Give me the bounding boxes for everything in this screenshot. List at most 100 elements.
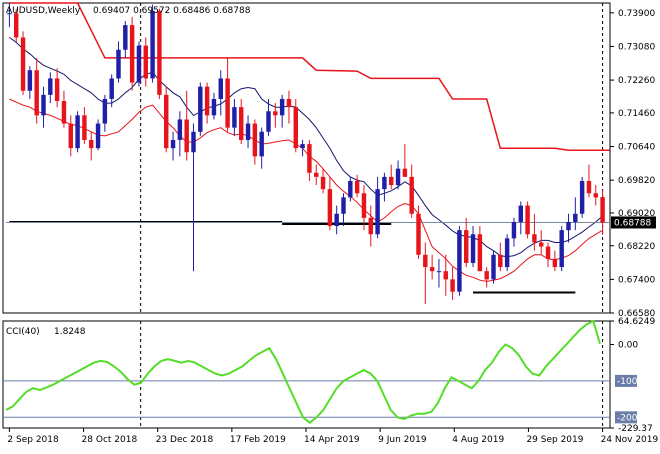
candle-body [443, 271, 448, 280]
candle-body [232, 107, 237, 128]
candle-body [423, 254, 428, 268]
cci-axis-label: -100 [617, 377, 638, 387]
candles [7, 3, 605, 304]
time-axis-label: 23 Dec 2018 [156, 435, 214, 445]
time-axis-label: 4 Aug 2019 [452, 435, 504, 445]
candle-body [123, 25, 128, 50]
candle-body [157, 10, 162, 95]
candle-body [409, 176, 414, 214]
candle-body [14, 13, 19, 38]
candle-body [266, 111, 271, 132]
candle-body [545, 246, 551, 259]
price-axis-label: 0.69820 [618, 176, 655, 186]
candle-body [41, 94, 46, 116]
candle-body [259, 131, 264, 157]
candle-body [20, 37, 26, 91]
ohlc-readout: 0.69407 0.69572 0.68486 0.68788 [93, 6, 251, 16]
time-axis-label: 14 Apr 2019 [304, 435, 360, 445]
candle-body [218, 78, 223, 99]
candle-body [286, 98, 292, 108]
current-price-label: 0.68788 [614, 218, 651, 228]
candle-body [477, 234, 483, 272]
candle-body [566, 221, 571, 231]
candle-body [150, 10, 155, 79]
candle-body [89, 139, 94, 149]
candle-body [54, 78, 60, 102]
candle-body [368, 217, 373, 235]
candle-body [525, 205, 530, 235]
cci-level-tag [615, 411, 637, 424]
price-axis-label: 0.69020 [618, 209, 655, 219]
candle-body [225, 78, 230, 128]
candle-body [116, 49, 121, 79]
price-axis-label: 0.73900 [618, 9, 655, 19]
candle-body [293, 107, 298, 149]
cci-axis-label: -200 [617, 413, 638, 423]
price-axis-label: 0.72260 [618, 76, 655, 86]
candle-body [129, 25, 135, 83]
price-axis-label: 0.73080 [618, 42, 655, 52]
candle-body [457, 230, 462, 292]
candle-body [511, 221, 517, 239]
candle-body [484, 271, 489, 280]
candle-body [27, 70, 33, 91]
candle-body [177, 119, 183, 140]
candle-body [593, 193, 598, 198]
candle-body [504, 238, 510, 268]
price-axis-label: 0.66580 [618, 309, 655, 319]
candle-body [361, 193, 367, 218]
candle-body [341, 197, 346, 214]
candle-body [429, 267, 435, 272]
candle-body [279, 98, 285, 116]
candle-body [382, 176, 387, 190]
candle-body [300, 144, 305, 149]
candle-body [7, 13, 12, 15]
candle-body [82, 115, 87, 140]
price-axis-label: 0.71460 [618, 109, 655, 119]
candle-body [48, 78, 53, 95]
moving-average-red [9, 98, 603, 282]
cci-axis-label: 0.00 [618, 341, 638, 351]
candle-body [211, 98, 217, 116]
candle-body [198, 86, 203, 132]
candle-body [143, 45, 148, 79]
candle-body [164, 94, 169, 149]
candle-body [102, 98, 108, 124]
cci-axis-label: -229.37 [618, 424, 653, 434]
candle-body [389, 176, 394, 186]
candle-body [395, 168, 401, 186]
current-price-tag [611, 216, 656, 229]
moving-average-blue [9, 36, 603, 258]
price-axis-label: 0.68220 [618, 242, 655, 252]
time-axis-label: 29 Sep 2019 [526, 435, 583, 445]
chart-symbol-title: AUDUSD,Weekly [6, 6, 81, 16]
grid [140, 3, 604, 428]
candle-body [552, 258, 558, 268]
candle-body [307, 144, 312, 173]
time-axis-label: 28 Oct 2018 [82, 435, 138, 445]
candle-body [204, 86, 210, 116]
cci-level-tag [615, 374, 637, 387]
candle-body [245, 123, 251, 140]
candle-body [600, 197, 605, 223]
candle-body [436, 271, 442, 273]
candle-body [75, 115, 80, 149]
candle-body [491, 254, 496, 280]
candle-body [239, 107, 244, 140]
cci-line [5, 319, 601, 425]
candle-body [334, 213, 339, 227]
candle-body [518, 205, 523, 222]
candle-body [464, 230, 469, 263]
candle-body [450, 279, 455, 292]
candle-body [170, 139, 176, 149]
candle-body [348, 180, 353, 198]
candle-body [402, 168, 408, 177]
candle-body [498, 254, 503, 268]
candle-body [34, 70, 39, 116]
time-axis-label: 9 Jun 2019 [378, 435, 427, 445]
candle-body [136, 45, 142, 83]
cci-indicator-name: CCI(40) [6, 327, 40, 337]
candle-body [532, 234, 537, 243]
